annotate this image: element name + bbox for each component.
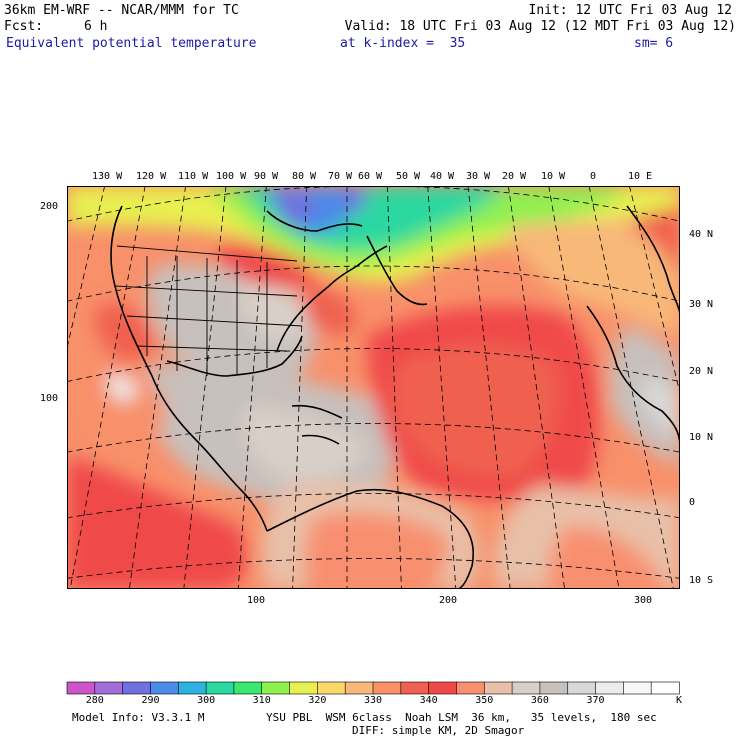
- lat-label-1: 30 N: [689, 299, 714, 310]
- forecast-hour: 6 h: [84, 19, 108, 34]
- lon-label-0: 130 W: [92, 171, 123, 182]
- lon-label-12: 10 W: [541, 171, 566, 182]
- lon-label-11: 20 W: [502, 171, 527, 182]
- color-swatch: [150, 681, 179, 695]
- init-time: Init: 12 UTC Fri 03 Aug 12: [528, 3, 733, 18]
- grid-label-left-100: 100: [40, 393, 59, 404]
- color-swatch: [177, 681, 207, 695]
- graticule: [67, 186, 680, 589]
- color-swatch: [567, 681, 597, 695]
- color-scale-label: 350: [475, 695, 494, 706]
- smoothing-info: sm= 6: [634, 36, 674, 51]
- lon-label-7: 60 W: [358, 171, 383, 182]
- model-info: Model Info: V3.3.1 M: [72, 711, 205, 724]
- level-info: at k-index = 35: [340, 36, 466, 51]
- color-swatch: [261, 681, 291, 695]
- lon-label-1: 120 W: [136, 171, 167, 182]
- model-title: 36km EM-WRF -- NCAR/MMM for TC: [4, 3, 239, 18]
- valid-time: Valid: 18 UTC Fri 03 Aug 12 (12 MDT Fri …: [344, 19, 736, 34]
- color-swatch: [400, 681, 430, 695]
- forecast-label: Fcst:: [4, 19, 44, 34]
- lon-label-8: 50 W: [396, 171, 421, 182]
- lat-label-4: 0: [689, 497, 696, 508]
- lat-label-3: 10 N: [689, 432, 714, 443]
- color-swatch: [289, 681, 318, 695]
- color-swatch: [317, 681, 346, 695]
- theta-e-field: [67, 186, 680, 589]
- color-swatch: [344, 681, 374, 695]
- color-swatch: [205, 681, 235, 695]
- lon-label-4: 90 W: [254, 171, 279, 182]
- color-swatch: [456, 681, 485, 695]
- political-borders: [114, 245, 303, 376]
- color-swatch: [372, 681, 402, 695]
- grid-label-bottom-300: 300: [634, 595, 653, 606]
- color-scale-unit: K: [676, 695, 683, 706]
- lon-label-5: 80 W: [292, 171, 317, 182]
- color-swatch: [595, 681, 624, 695]
- color-swatch: [66, 681, 96, 695]
- grid-label-left-200: 200: [40, 201, 59, 212]
- color-swatch: [94, 681, 124, 695]
- grid-label-bottom-200: 200: [439, 595, 458, 606]
- color-scale-label: 290: [141, 695, 160, 706]
- coastlines: [110, 205, 680, 589]
- color-scale-label: 310: [252, 695, 271, 706]
- color-swatch: [483, 681, 513, 695]
- color-scale-label: 330: [363, 695, 383, 706]
- color-scale-label: 300: [197, 695, 216, 706]
- grid-label-bottom-100: 100: [247, 595, 266, 606]
- lon-label-10: 30 W: [466, 171, 491, 182]
- color-swatch: [511, 681, 541, 695]
- lon-label-6: 70 W: [328, 171, 353, 182]
- lon-label-3: 100 W: [216, 171, 247, 182]
- weather-map: [67, 186, 680, 589]
- lat-label-5: 10 S: [689, 575, 714, 586]
- physics-info: YSU PBL WSM 6class Noah LSM 36 km, 35 le…: [266, 711, 657, 724]
- field-name: Equivalent potential temperature: [6, 36, 257, 51]
- color-swatch: [539, 681, 569, 695]
- lon-label-14: 10 E: [628, 171, 653, 182]
- color-swatch: [233, 681, 263, 695]
- color-scale-label: 340: [419, 695, 438, 706]
- color-swatch: [428, 681, 458, 695]
- diffusion-info: DIFF: simple KM, 2D Smagor: [352, 724, 525, 737]
- color-scale-label: 360: [530, 695, 549, 706]
- color-swatch: [623, 681, 652, 695]
- color-swatch: [122, 681, 152, 695]
- color-scale-label: 370: [586, 695, 605, 706]
- color-scale-bar: [66, 681, 680, 695]
- lon-label-13: 0: [590, 171, 597, 182]
- color-scale-label: 280: [85, 695, 104, 706]
- lat-label-2: 20 N: [689, 366, 714, 377]
- lon-label-9: 40 W: [430, 171, 455, 182]
- lon-label-2: 110 W: [178, 171, 209, 182]
- lat-label-0: 40 N: [689, 229, 714, 240]
- color-scale-label: 320: [308, 695, 327, 706]
- color-swatch: [650, 681, 680, 695]
- map-frame: [67, 186, 680, 589]
